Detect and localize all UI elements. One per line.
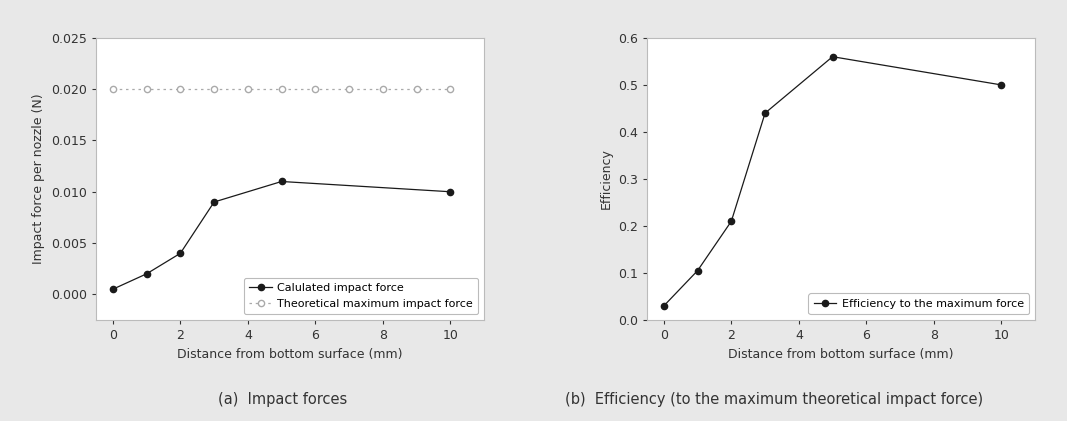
Theoretical maximum impact force	[377, 87, 389, 92]
Legend: Efficiency to the maximum force: Efficiency to the maximum force	[809, 293, 1030, 314]
Line: Efficiency to the maximum force: Efficiency to the maximum force	[660, 53, 1004, 309]
Theoretical maximum impact force	[275, 87, 288, 92]
Theoretical maximum impact force	[140, 87, 153, 92]
Efficiency to the maximum force	[724, 219, 737, 224]
Efficiency to the maximum force	[691, 268, 704, 273]
Line: Theoretical maximum impact force: Theoretical maximum impact force	[110, 86, 453, 92]
Theoretical maximum impact force	[174, 87, 187, 92]
Efficiency to the maximum force	[826, 54, 839, 59]
Calulated impact force	[174, 251, 187, 256]
Theoretical maximum impact force	[343, 87, 355, 92]
Y-axis label: Efficiency: Efficiency	[600, 149, 612, 209]
Text: (b)  Efficiency (to the maximum theoretical impact force): (b) Efficiency (to the maximum theoretic…	[564, 392, 983, 407]
Efficiency to the maximum force	[657, 303, 670, 308]
Theoretical maximum impact force	[410, 87, 423, 92]
Legend: Calulated impact force, Theoretical maximum impact force: Calulated impact force, Theoretical maxi…	[244, 278, 478, 314]
Y-axis label: Impact force per nozzle (N): Impact force per nozzle (N)	[32, 93, 46, 264]
Text: (a)  Impact forces: (a) Impact forces	[218, 392, 348, 407]
Theoretical maximum impact force	[107, 87, 120, 92]
Efficiency to the maximum force	[759, 111, 771, 116]
Theoretical maximum impact force	[241, 87, 254, 92]
Theoretical maximum impact force	[309, 87, 322, 92]
Efficiency to the maximum force	[994, 83, 1007, 88]
Theoretical maximum impact force	[208, 87, 221, 92]
Theoretical maximum impact force	[444, 87, 457, 92]
Line: Calulated impact force: Calulated impact force	[110, 179, 453, 292]
Calulated impact force	[140, 271, 153, 276]
Calulated impact force	[275, 179, 288, 184]
X-axis label: Distance from bottom surface (mm): Distance from bottom surface (mm)	[729, 348, 954, 360]
X-axis label: Distance from bottom surface (mm): Distance from bottom surface (mm)	[177, 348, 402, 360]
Calulated impact force	[107, 287, 120, 292]
Calulated impact force	[444, 189, 457, 194]
Calulated impact force	[208, 200, 221, 205]
